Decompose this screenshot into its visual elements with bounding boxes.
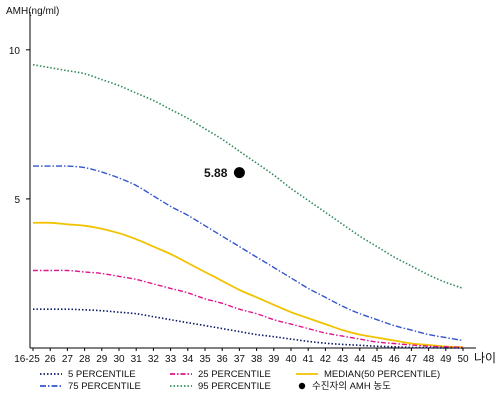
x-tick-label: 38 bbox=[251, 354, 263, 365]
legend-label: MEDIAN(50 PERCENTILE) bbox=[324, 369, 440, 380]
legend-label: 25 PERCENTILE bbox=[198, 369, 271, 380]
x-tick-label: 36 bbox=[217, 354, 229, 365]
x-ticks: 16-25 26 27 28 29 30 31 32 33 34 35 36 37 38 39 40 41 42 4… bbox=[14, 348, 469, 365]
series-line-75-percentile bbox=[33, 165, 464, 342]
x-tick-label: 32 bbox=[148, 354, 160, 365]
x-tick-label: 27 bbox=[62, 354, 74, 365]
y-axis-label: AMH(ng/ml) bbox=[6, 6, 59, 17]
x-tick-label: 33 bbox=[165, 354, 177, 365]
patient-amh-dot bbox=[233, 167, 245, 179]
patient-amh-value: 5.88 bbox=[204, 166, 228, 180]
x-tick-label: 48 bbox=[423, 354, 435, 365]
patient-point: 5.88 bbox=[204, 166, 245, 180]
legend-label: 95 PERCENTILE bbox=[198, 381, 271, 392]
x-tick-label: 42 bbox=[320, 354, 332, 365]
series-line-95-percentile bbox=[32, 63, 464, 290]
x-tick-label: 30 bbox=[113, 354, 125, 365]
x-tick-label: 37 bbox=[234, 354, 246, 365]
x-tick-label: 45 bbox=[371, 354, 383, 365]
x-tick-label: 44 bbox=[354, 354, 366, 365]
x-tick-label: 29 bbox=[96, 354, 108, 365]
series-line-median-50-percentile- bbox=[32, 221, 464, 348]
series-lines bbox=[32, 63, 464, 349]
x-tick-label: 46 bbox=[389, 354, 401, 365]
axes bbox=[29, 12, 476, 349]
series-line-5-percentile bbox=[33, 308, 463, 349]
x-tick-label: 35 bbox=[199, 354, 211, 365]
y-ticks: 5 10 bbox=[9, 46, 30, 206]
x-axis-label: 나이 bbox=[474, 351, 496, 365]
series-line-25-percentile bbox=[32, 269, 464, 349]
legend-label: 75 PERCENTILE bbox=[68, 381, 141, 392]
x-tick-label: 16-25 bbox=[14, 354, 40, 365]
legend-label: 수진자의 AMH 농도 bbox=[312, 381, 391, 392]
x-tick-label: 47 bbox=[406, 354, 418, 365]
x-tick-label: 31 bbox=[131, 354, 143, 365]
x-tick-label: 43 bbox=[337, 354, 349, 365]
x-tick-label: 40 bbox=[285, 354, 297, 365]
x-tick-label: 39 bbox=[268, 354, 280, 365]
x-tick-label: 50 bbox=[457, 354, 469, 365]
x-tick-label: 26 bbox=[45, 354, 57, 365]
legend: 5 PERCENTILE 25 PERCENTILE MEDIAN(50 PERCE… bbox=[40, 369, 440, 392]
legend-label: 5 PERCENTILE bbox=[68, 369, 136, 380]
x-tick-label: 41 bbox=[303, 354, 315, 365]
x-tick-label: 28 bbox=[79, 354, 91, 365]
legend-swatch-dot bbox=[298, 382, 306, 390]
y-tick-label: 5 bbox=[14, 195, 20, 206]
x-tick-label: 34 bbox=[182, 354, 194, 365]
x-tick-label: 49 bbox=[440, 354, 452, 365]
y-tick-label: 10 bbox=[9, 46, 21, 57]
